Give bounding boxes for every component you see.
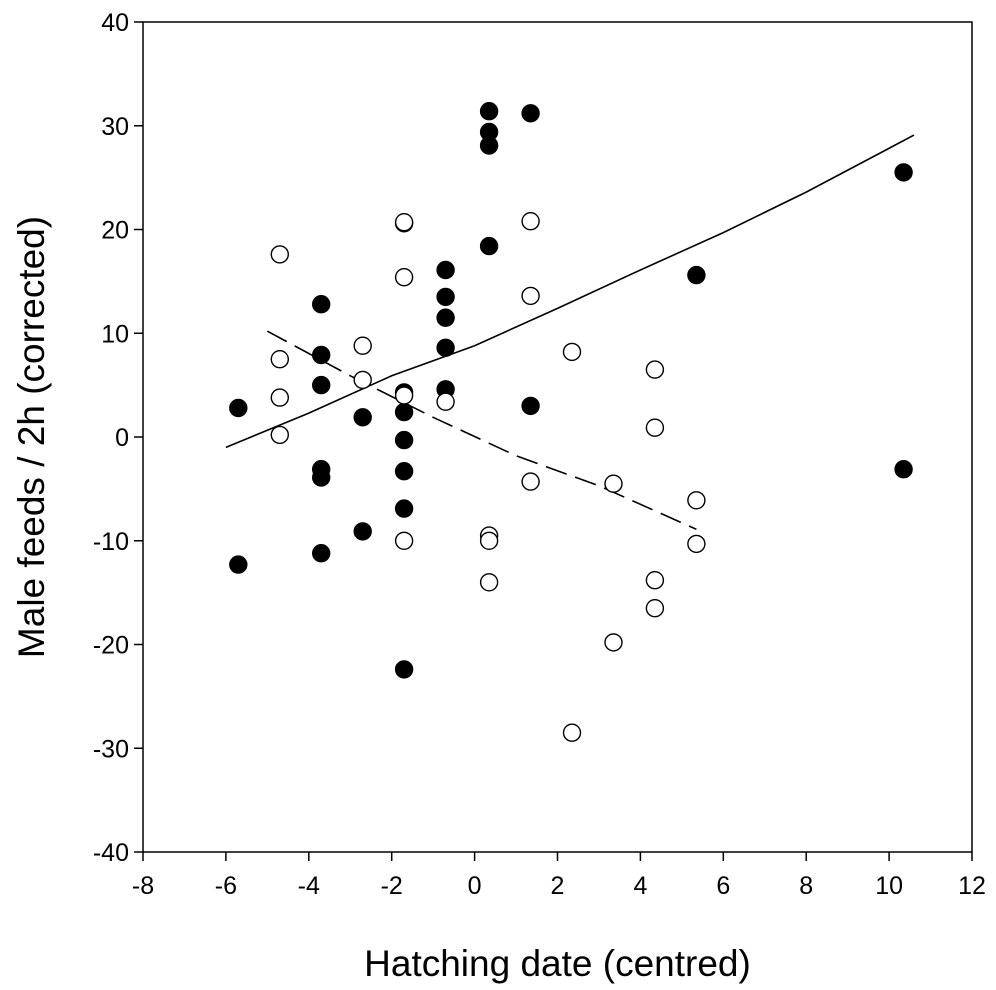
y-tick-label: -20 bbox=[93, 632, 129, 660]
filled-point bbox=[353, 522, 372, 541]
filled-point bbox=[394, 430, 414, 450]
open-point bbox=[353, 336, 372, 355]
filled-point bbox=[479, 136, 499, 155]
filled-point bbox=[894, 460, 913, 479]
open-point bbox=[521, 211, 540, 231]
filled-point bbox=[436, 260, 455, 280]
filled-point bbox=[394, 402, 414, 422]
open-point bbox=[479, 531, 499, 550]
x-tick-label: 2 bbox=[551, 872, 565, 900]
fit-lines bbox=[225, 134, 915, 531]
x-tick-label: 10 bbox=[875, 872, 903, 900]
plot-frame bbox=[142, 21, 973, 853]
filled-point bbox=[436, 308, 455, 327]
open-point bbox=[645, 571, 665, 590]
x-tick-label: -2 bbox=[381, 872, 403, 900]
open-point bbox=[604, 633, 623, 652]
open-point bbox=[394, 268, 414, 287]
open-point bbox=[436, 392, 455, 411]
open-point bbox=[479, 573, 499, 592]
y-tick-label: 10 bbox=[101, 320, 129, 348]
filled-point bbox=[312, 375, 331, 395]
filled-point bbox=[894, 163, 913, 182]
filled-point bbox=[521, 104, 540, 123]
open-point bbox=[645, 599, 665, 618]
open-point bbox=[270, 350, 289, 369]
filled-point bbox=[229, 398, 248, 418]
x-tick-label: 6 bbox=[716, 872, 730, 900]
filled-point bbox=[436, 338, 455, 357]
y-tick-label: 0 bbox=[115, 424, 129, 452]
filled-point bbox=[312, 468, 331, 487]
filled-point bbox=[521, 396, 540, 416]
dashed-fit-line bbox=[267, 330, 697, 531]
x-tick-label: -4 bbox=[298, 872, 320, 900]
filled-point bbox=[394, 660, 414, 679]
y-tick-label: -30 bbox=[93, 735, 129, 763]
x-tick-label: 12 bbox=[958, 872, 986, 900]
filled-point bbox=[312, 295, 331, 314]
open-point bbox=[562, 342, 582, 362]
open-point bbox=[687, 491, 706, 510]
filled-point bbox=[353, 408, 372, 427]
filled-point bbox=[312, 345, 331, 365]
open-point bbox=[521, 472, 540, 491]
open-point bbox=[394, 212, 414, 232]
filled-point bbox=[229, 555, 248, 574]
open-point bbox=[687, 534, 706, 554]
open-point bbox=[270, 388, 289, 407]
open-point bbox=[394, 531, 414, 550]
y-tick-label: 40 bbox=[101, 9, 129, 37]
open-point bbox=[270, 245, 289, 264]
open-point bbox=[645, 360, 665, 379]
x-axis-title: Hatching date (centred) bbox=[364, 943, 751, 984]
filled-point bbox=[479, 236, 499, 256]
y-tick-label: -10 bbox=[93, 528, 129, 556]
open-point bbox=[394, 386, 414, 405]
x-tick-label: 0 bbox=[468, 872, 482, 900]
filled-point bbox=[436, 287, 455, 307]
x-tick-label: -6 bbox=[215, 872, 237, 900]
y-tick-label: -40 bbox=[93, 839, 129, 867]
open-point bbox=[521, 286, 540, 306]
filled-point bbox=[312, 544, 331, 563]
y-tick-label: 30 bbox=[101, 113, 129, 141]
open-point bbox=[645, 418, 665, 437]
filled-point bbox=[687, 265, 706, 285]
open-point bbox=[604, 474, 623, 493]
x-tick-label: 8 bbox=[799, 872, 813, 900]
filled-point bbox=[394, 499, 414, 518]
x-tick-label: -8 bbox=[132, 872, 154, 900]
open-point bbox=[270, 425, 289, 445]
solid-fit-line bbox=[225, 134, 915, 449]
y-tick-label: 20 bbox=[101, 217, 129, 245]
open-point bbox=[353, 370, 372, 390]
y-axis-title: Male feeds / 2h (corrected) bbox=[11, 216, 52, 658]
data-points bbox=[229, 101, 913, 742]
x-tick-label: 4 bbox=[633, 872, 647, 900]
filled-point bbox=[479, 101, 499, 121]
open-point bbox=[562, 723, 582, 742]
filled-point bbox=[394, 462, 414, 481]
